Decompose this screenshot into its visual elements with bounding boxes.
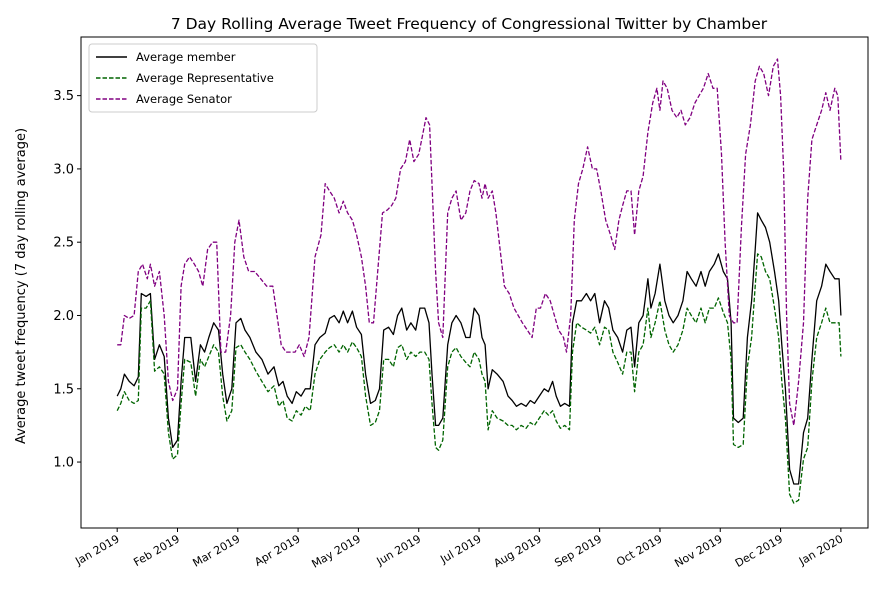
x-tick-label: Apr 2019 — [252, 532, 302, 569]
y-axis-label: Average tweet frequency (7 day rolling a… — [14, 128, 29, 444]
x-tick-label: Jan 2019 — [72, 532, 121, 568]
legend-label-1: Average Representative — [136, 71, 274, 85]
x-tick-label: Sep 2019 — [552, 532, 604, 569]
x-tick-label: Feb 2019 — [131, 532, 182, 569]
x-tick-label: Jan 2020 — [796, 532, 845, 568]
x-tick-label: May 2019 — [309, 532, 362, 570]
x-axis: Jan 2019 Feb 2019 Mar 2019 Apr 2019 May 2019… — [72, 528, 845, 571]
y-axis: 1.0 1.5 2.0 2.5 3.0 3.5 — [53, 89, 81, 471]
legend-label-2: Average Senator — [136, 92, 232, 106]
chart-title: 7 Day Rolling Average Tweet Frequency of… — [171, 15, 768, 33]
series-line-1 — [116, 253, 842, 504]
series-line-0 — [116, 212, 842, 485]
y-tick-label: 2.0 — [53, 309, 74, 324]
legend: Average member Average Representative Aver… — [88, 43, 318, 113]
x-tick-label: Jun 2019 — [374, 532, 424, 568]
y-tick-label: 3.5 — [53, 89, 74, 104]
series-line-2 — [117, 58, 842, 427]
y-tick-label: 2.5 — [53, 236, 74, 251]
y-tick-label: 1.0 — [53, 456, 74, 471]
x-tick-label: Oct 2019 — [614, 532, 664, 569]
y-tick-label: 1.5 — [53, 382, 74, 397]
plot-lines — [116, 58, 842, 504]
plot-area-frame — [80, 36, 869, 529]
x-tick-label: Jul 2019 — [437, 532, 483, 566]
legend-frame — [88, 43, 318, 113]
x-tick-label: Dec 2019 — [733, 532, 785, 570]
x-tick-label: Aug 2019 — [491, 532, 543, 570]
x-tick-label: Mar 2019 — [191, 532, 243, 569]
x-tick-label: Nov 2019 — [672, 532, 724, 570]
y-tick-label: 3.0 — [53, 162, 74, 177]
legend-label-0: Average member — [136, 50, 236, 64]
